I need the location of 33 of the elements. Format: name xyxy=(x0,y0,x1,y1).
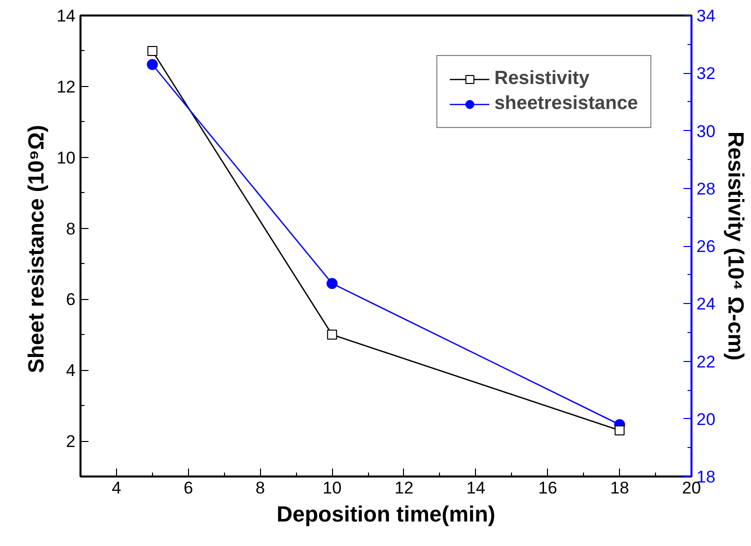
y2-tick-label: 34 xyxy=(696,6,716,26)
y2-tick-label: 22 xyxy=(696,352,716,372)
x-axis-title: Deposition time(min) xyxy=(276,502,496,526)
y2-tick-label: 30 xyxy=(696,122,716,141)
x-tick-label: 6 xyxy=(184,478,194,498)
y2-tick-label: 24 xyxy=(696,294,716,314)
point xyxy=(614,425,625,436)
y-axis-title: Sheet resistance (10⁹Ω) xyxy=(24,124,49,374)
y-tick-label: 14 xyxy=(56,6,76,26)
y2-tick-label: 20 xyxy=(696,410,716,429)
point xyxy=(146,58,158,70)
legend-label: Resistivity xyxy=(494,68,590,90)
x-tick-label: 8 xyxy=(255,478,265,498)
x-tick-label: 18 xyxy=(610,478,630,498)
point xyxy=(147,46,158,56)
y2-axis-title: Resistivity (10⁴ Ω-cm) xyxy=(723,131,748,361)
y-tick-label: 4 xyxy=(66,361,76,380)
point xyxy=(326,278,338,289)
legend-label: sheetresistance xyxy=(494,93,638,115)
y2-tick-label: 28 xyxy=(696,179,716,198)
x-tick-label: 14 xyxy=(466,478,486,498)
x-tick-label: 16 xyxy=(538,478,558,498)
x-tick-label: 10 xyxy=(322,478,342,498)
y-tick-label: 10 xyxy=(56,148,76,168)
x-tick-label: 12 xyxy=(394,478,414,498)
y-tick-label: 8 xyxy=(66,219,76,238)
y-tick-label: 6 xyxy=(66,290,76,310)
y2-tick-label: 32 xyxy=(696,64,716,84)
y2-tick-label: 26 xyxy=(696,237,716,256)
y-tick-label: 12 xyxy=(56,77,76,96)
x-tick-label: 4 xyxy=(112,478,122,498)
y-tick-label: 2 xyxy=(66,432,76,452)
point xyxy=(327,330,338,340)
